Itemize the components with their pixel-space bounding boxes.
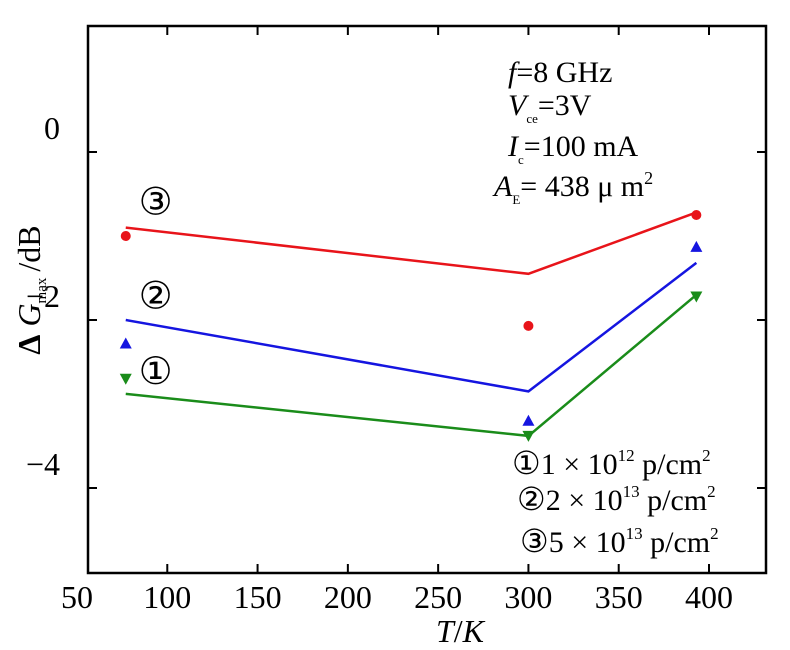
x-axis-title: T/K — [436, 613, 486, 649]
svg-text:Δ Gmax/dB: Δ Gmax/dB — [11, 225, 50, 354]
x-tick-label: 200 — [324, 579, 372, 615]
series-line-2 — [125, 261, 698, 393]
y-tick-label: −2 — [26, 278, 60, 314]
y-axis-sub: max — [34, 277, 50, 303]
x-axis-var: T — [436, 613, 456, 649]
legend-entry: ③5 × 1013 p/cm2 — [520, 522, 719, 560]
y-axis-delta: Δ — [11, 335, 47, 355]
y-axis-var: G — [11, 303, 47, 326]
x-tick-label: 100 — [143, 579, 191, 615]
x-tick-label: 400 — [685, 579, 733, 615]
tick-labels: 50 100 150 200 250 300 350 400 0 −2 −4 — [26, 110, 733, 615]
condition-line: AE= 438 μ m2 — [492, 168, 653, 207]
series-lines — [125, 211, 698, 438]
data-point-1 — [690, 291, 703, 303]
curve-label: ③ — [139, 179, 173, 223]
condition-line: Vce=3V — [508, 89, 592, 126]
y-tick-label: −4 — [26, 446, 60, 482]
x-axis-unit: K — [462, 613, 486, 649]
plot-frame — [86, 24, 768, 575]
legend-entry: ①1 × 1012 p/cm2 — [512, 444, 711, 482]
axis-ticks — [88, 26, 766, 573]
x-tick-label: 300 — [504, 579, 552, 615]
legend-entry: ②2 × 1013 p/cm2 — [517, 480, 716, 518]
x-tick-label: 50 — [61, 579, 93, 615]
data-point-3 — [523, 320, 534, 331]
x-tick-label: 350 — [595, 579, 643, 615]
series-line-1 — [125, 293, 698, 438]
curve-label: ② — [139, 273, 173, 317]
x-tick-label: 250 — [414, 579, 462, 615]
series-points — [119, 210, 703, 442]
data-point-1 — [119, 373, 132, 385]
y-axis-unit: /dB — [11, 225, 47, 271]
series-line-3 — [125, 211, 697, 276]
y-tick-label: 0 — [44, 110, 60, 146]
curve-label: ① — [139, 349, 173, 393]
data-point-2 — [119, 337, 132, 349]
data-point-1 — [522, 430, 535, 442]
condition-line: f=8 GHz — [508, 56, 612, 89]
data-point-3 — [691, 210, 702, 220]
y-axis-title: Δ Gmax/dB — [11, 225, 50, 354]
curve-labels: ③ ② ① — [139, 179, 173, 393]
condition-line: Ic=100 mA — [507, 130, 639, 167]
data-point-2 — [522, 414, 535, 426]
data-point-3 — [120, 231, 131, 241]
x-tick-label: 150 — [234, 579, 282, 615]
data-point-2 — [690, 240, 703, 252]
